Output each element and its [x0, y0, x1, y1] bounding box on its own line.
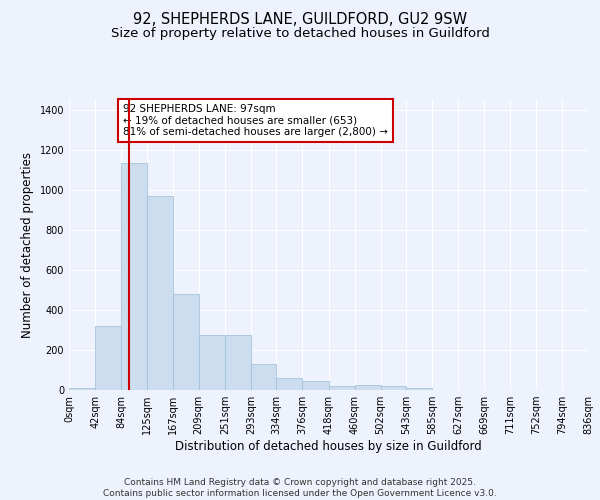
- Text: Contains HM Land Registry data © Crown copyright and database right 2025.
Contai: Contains HM Land Registry data © Crown c…: [103, 478, 497, 498]
- Bar: [251, 364, 277, 390]
- Text: Size of property relative to detached houses in Guildford: Size of property relative to detached ho…: [110, 28, 490, 40]
- Text: 92, SHEPHERDS LANE, GUILDFORD, GU2 9SW: 92, SHEPHERDS LANE, GUILDFORD, GU2 9SW: [133, 12, 467, 28]
- Bar: [329, 386, 355, 390]
- Bar: [277, 378, 302, 390]
- Bar: [146, 196, 173, 390]
- Bar: [121, 163, 146, 390]
- Bar: [225, 335, 251, 390]
- Bar: [173, 294, 199, 390]
- Bar: [199, 335, 225, 390]
- Bar: [95, 326, 121, 390]
- Y-axis label: Number of detached properties: Number of detached properties: [21, 152, 34, 338]
- Text: 92 SHEPHERDS LANE: 97sqm
← 19% of detached houses are smaller (653)
81% of semi-: 92 SHEPHERDS LANE: 97sqm ← 19% of detach…: [123, 104, 388, 137]
- Bar: [302, 381, 329, 390]
- X-axis label: Distribution of detached houses by size in Guildford: Distribution of detached houses by size …: [175, 440, 482, 453]
- Bar: [406, 388, 432, 390]
- Bar: [355, 385, 380, 390]
- Bar: [380, 386, 406, 390]
- Bar: [69, 388, 95, 390]
